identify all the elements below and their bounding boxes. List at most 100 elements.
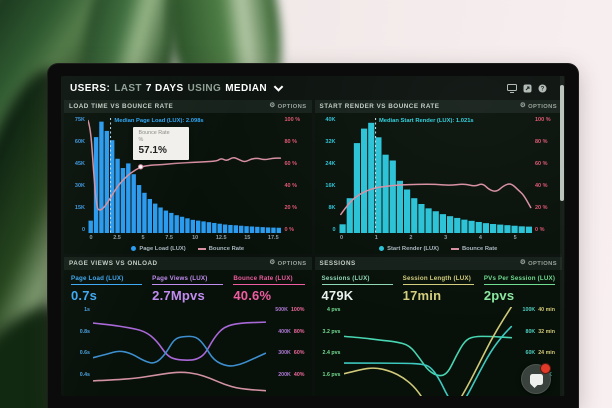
- y-axis-left: 1s 0.8s 0.6s 0.4s: [68, 307, 93, 378]
- dashboard-header: USERS: LAST 7 DAYS USING MEDIAN: [61, 76, 565, 100]
- median-annotation: Median Start Render (LUX): 1.021s: [378, 118, 474, 124]
- metric-pvs-per-session-lux-: PVs Per Session (LUX) 2pvs: [483, 275, 556, 303]
- axis-tick: 40 %: [284, 183, 298, 189]
- options-button[interactable]: ⚙ OPTIONS: [520, 260, 557, 267]
- legend-item-bounce-rate[interactable]: Bounce Rate: [450, 245, 498, 252]
- tooltip-series: Bounce Rate: [138, 130, 170, 137]
- legend-item-bounce-rate[interactable]: Bounce Rate: [197, 245, 245, 252]
- tooltip-value: 57.1%: [138, 144, 167, 156]
- panel-sessions-header: SESSIONS ⚙ OPTIONS: [314, 257, 562, 270]
- axis-tick: 24K: [325, 161, 336, 167]
- axis-tick: 0.6s: [79, 350, 90, 357]
- range-label: 7 DAYS: [145, 82, 184, 94]
- chart-area: 40K 32K 24K 16K 8K 0 Median Start Render (LUX…: [315, 113, 563, 233]
- panel-title: START RENDER VS BOUNCE RATE: [319, 103, 440, 110]
- axis-tick: 8K: [328, 205, 336, 211]
- axis-tick-part: 100K: [522, 307, 536, 313]
- metric-label: Session Length (LUX): [402, 275, 474, 285]
- axis-tick: 60 %: [535, 161, 548, 167]
- sessions-plot: [343, 307, 517, 396]
- legend-item-page-load[interactable]: Page Load (LUX): [131, 246, 186, 252]
- laptop-bezel: USERS: LAST 7 DAYS USING MEDIAN: [47, 63, 579, 408]
- gear-icon: ⚙: [269, 259, 276, 267]
- gear-icon: ⚙: [519, 259, 527, 267]
- options-label: OPTIONS: [528, 260, 557, 267]
- metric-label: Sessions (LUX): [321, 275, 393, 285]
- legend: Start Render (LUX) Bounce Rate: [315, 243, 563, 254]
- legend-label: Bounce Rate: [208, 245, 245, 252]
- metric-sessions-lux-: Sessions (LUX) 479K: [321, 275, 393, 303]
- x-axis-tick: 2: [409, 235, 413, 241]
- legend-line-icon: [197, 247, 206, 250]
- load-time-plot: Median Page Load (LUX): 2.098s Bounce Ra…: [88, 117, 282, 233]
- metric-page-views-lux-: Page Views (LUX) 2.7Mpvs: [152, 275, 224, 303]
- x-axis-tick: 5: [141, 235, 145, 241]
- legend-dot-icon: [131, 246, 137, 251]
- x-axis: 0 1 2 3 4 5: [340, 234, 530, 243]
- axis-tick: 60 %: [284, 161, 298, 167]
- axis-tick: 0.8s: [79, 328, 90, 335]
- metric-label: MEDIAN: [225, 82, 268, 94]
- svg-text:?: ?: [541, 86, 545, 92]
- panel-load-time: LOAD TIME VS BOUNCE RATE ⚙ OPTIONS 75K 60…: [64, 100, 312, 254]
- axis-tick: 100 %: [535, 117, 551, 123]
- axis-tick: 500K 100%: [269, 307, 305, 313]
- panel-title: LOAD TIME VS BOUNCE RATE: [69, 103, 174, 110]
- median-annotation: Median Page Load (LUX): 2.098s: [114, 118, 204, 124]
- gear-icon: ⚙: [519, 102, 527, 110]
- axis-tick-part: 200K: [278, 372, 291, 379]
- scrollbar-track[interactable]: [560, 76, 564, 396]
- axis-tick-part: 40 min: [538, 307, 555, 313]
- axis-tick-part: 500K: [275, 307, 288, 313]
- axis-tick: 80 %: [284, 139, 298, 145]
- using-label: USING: [187, 82, 222, 94]
- y-axis-left: 4 pvs 3.2 pvs 2.4 pvs 1.6 pvs: [319, 307, 344, 378]
- monitor-icon[interactable]: [507, 83, 517, 93]
- x-axis-tick: 15: [244, 235, 251, 241]
- metric-value: 2.7Mpvs: [152, 288, 205, 303]
- axis-tick: 0: [332, 227, 336, 233]
- x-axis-tick: 2.5: [113, 235, 121, 241]
- chart-area: 4 pvs 3.2 pvs 2.4 pvs 1.6 pvs 100K 40 min 80K…: [315, 305, 563, 396]
- x-axis-tick: 7.5: [165, 235, 173, 241]
- axis-tick: 15K: [74, 205, 85, 211]
- metric-session-length-lux-: Session Length (LUX) 17min: [402, 275, 474, 303]
- axis-tick: 400K 80%: [269, 329, 304, 335]
- legend-item-start-render[interactable]: Start Render (LUX): [379, 246, 439, 252]
- dashboard-screen: USERS: LAST 7 DAYS USING MEDIAN: [61, 76, 565, 396]
- panel-title: PAGE VIEWS VS ONLOAD: [69, 260, 158, 267]
- legend-label: Bounce Rate: [461, 245, 498, 252]
- metric-value: 40.6%: [233, 288, 272, 303]
- scrollbar-thumb[interactable]: [560, 85, 564, 201]
- options-button[interactable]: ⚙ OPTIONS: [269, 103, 306, 110]
- x-axis-tick: 5: [513, 235, 517, 241]
- axis-tick: 60K 24 min: [519, 350, 556, 356]
- x-axis-tick: 12.5: [215, 235, 227, 241]
- axis-tick: 40K: [325, 117, 336, 123]
- y-axis-right: 500K 100% 400K 80% 300K 60% 200K 40%: [266, 307, 308, 378]
- options-label: OPTIONS: [528, 103, 557, 110]
- panel-title: SESSIONS: [319, 260, 356, 267]
- panel-page-views: PAGE VIEWS VS ONLOAD ⚙ OPTIONS Page Load…: [64, 257, 312, 396]
- options-button[interactable]: ⚙ OPTIONS: [269, 260, 306, 267]
- last-label: LAST: [114, 82, 142, 94]
- panel-start-render-header: START RENDER VS BOUNCE RATE ⚙ OPTIONS: [314, 100, 562, 113]
- help-icon[interactable]: ?: [538, 84, 547, 93]
- axis-tick: 0.4s: [79, 372, 90, 379]
- time-range-selector[interactable]: USERS: LAST 7 DAYS USING MEDIAN: [70, 83, 284, 94]
- chat-button[interactable]: [521, 363, 551, 394]
- options-button[interactable]: ⚙ OPTIONS: [520, 103, 557, 110]
- panel-grid: LOAD TIME VS BOUNCE RATE ⚙ OPTIONS 75K 60…: [61, 100, 565, 396]
- axis-tick: 100K 40 min: [519, 307, 555, 313]
- y-axis-left: 40K 32K 24K 16K 8K 0: [317, 117, 339, 233]
- axis-tick-part: 100%: [290, 307, 305, 313]
- gear-icon: ⚙: [269, 102, 276, 110]
- x-axis: 0 2.5 5 7.5 10 12.5 15 17.5: [89, 234, 278, 243]
- chevron-down-icon[interactable]: [273, 84, 284, 92]
- share-icon[interactable]: [523, 84, 532, 93]
- start-render-plot: Median Start Render (LUX): 1.021s: [338, 117, 533, 233]
- x-axis-tick: 3: [444, 235, 448, 241]
- metric-value: 2pvs: [483, 288, 515, 303]
- axis-tick: 200K 40%: [269, 372, 304, 379]
